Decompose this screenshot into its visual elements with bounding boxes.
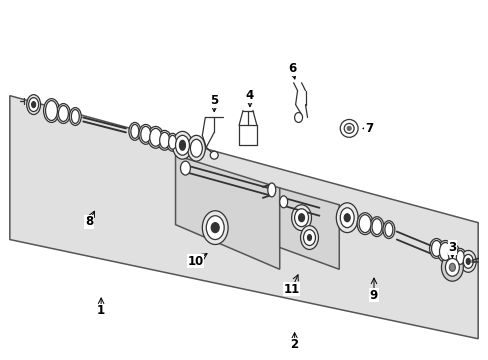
Ellipse shape — [294, 209, 308, 227]
Ellipse shape — [147, 126, 163, 148]
Ellipse shape — [298, 214, 304, 222]
Polygon shape — [279, 188, 339, 269]
Ellipse shape — [190, 139, 202, 157]
Ellipse shape — [356, 213, 372, 235]
Ellipse shape — [358, 215, 370, 233]
Ellipse shape — [32, 102, 36, 108]
Ellipse shape — [71, 109, 79, 123]
Ellipse shape — [344, 214, 349, 222]
Ellipse shape — [384, 223, 392, 237]
Polygon shape — [175, 155, 279, 269]
Text: 6: 6 — [288, 62, 296, 75]
Ellipse shape — [462, 255, 472, 268]
Ellipse shape — [69, 108, 81, 125]
Ellipse shape — [382, 221, 394, 239]
Ellipse shape — [346, 126, 350, 130]
Ellipse shape — [27, 95, 41, 114]
Ellipse shape — [168, 135, 176, 149]
Ellipse shape — [307, 235, 311, 240]
Ellipse shape — [160, 132, 169, 148]
Text: 5: 5 — [210, 94, 218, 107]
Ellipse shape — [453, 248, 466, 266]
Ellipse shape — [448, 264, 454, 271]
Ellipse shape — [202, 211, 228, 244]
Ellipse shape — [211, 223, 219, 233]
Ellipse shape — [369, 217, 383, 237]
Ellipse shape — [455, 251, 463, 264]
Ellipse shape — [175, 135, 189, 155]
Text: 11: 11 — [283, 283, 299, 296]
Ellipse shape — [59, 105, 68, 121]
Ellipse shape — [437, 240, 452, 262]
Ellipse shape — [179, 140, 185, 150]
Text: 8: 8 — [85, 215, 93, 228]
Ellipse shape — [129, 122, 141, 140]
Ellipse shape — [294, 113, 302, 122]
Ellipse shape — [291, 205, 311, 231]
Ellipse shape — [141, 126, 150, 142]
Ellipse shape — [441, 253, 462, 281]
Ellipse shape — [300, 226, 318, 249]
Text: 2: 2 — [290, 338, 298, 351]
Ellipse shape — [439, 243, 450, 260]
Text: 3: 3 — [447, 241, 455, 254]
Ellipse shape — [149, 129, 162, 146]
Ellipse shape — [336, 203, 357, 233]
Text: 10: 10 — [187, 255, 203, 268]
Ellipse shape — [303, 230, 315, 246]
Ellipse shape — [446, 244, 459, 264]
Ellipse shape — [166, 133, 178, 151]
Ellipse shape — [447, 247, 457, 262]
Ellipse shape — [187, 135, 205, 161]
Text: 1: 1 — [97, 305, 105, 318]
Ellipse shape — [279, 196, 287, 208]
Ellipse shape — [206, 216, 224, 239]
Ellipse shape — [371, 219, 381, 235]
Ellipse shape — [180, 161, 190, 175]
Ellipse shape — [56, 104, 70, 123]
Ellipse shape — [157, 130, 171, 150]
Ellipse shape — [45, 100, 57, 121]
Ellipse shape — [466, 258, 469, 264]
Text: 7: 7 — [364, 122, 372, 135]
Text: 9: 9 — [369, 289, 377, 302]
Ellipse shape — [428, 239, 443, 258]
Ellipse shape — [210, 151, 218, 159]
Polygon shape — [10, 96, 477, 339]
Ellipse shape — [29, 98, 39, 112]
Ellipse shape — [43, 99, 60, 122]
Ellipse shape — [340, 120, 357, 137]
Ellipse shape — [344, 123, 353, 133]
Ellipse shape — [431, 240, 441, 256]
Ellipse shape — [139, 125, 152, 144]
Ellipse shape — [445, 258, 458, 276]
Ellipse shape — [459, 251, 475, 272]
Ellipse shape — [172, 131, 192, 159]
Ellipse shape — [340, 208, 353, 228]
Ellipse shape — [131, 125, 139, 138]
Ellipse shape — [267, 183, 275, 197]
Text: 4: 4 — [245, 89, 254, 102]
